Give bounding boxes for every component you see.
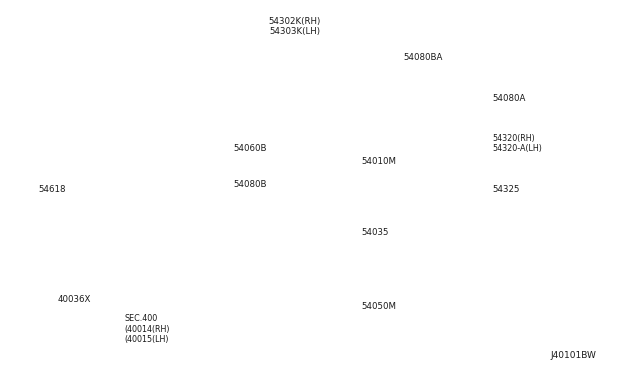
Text: 54302K(RH)
54303K(LH): 54302K(RH) 54303K(LH) (268, 17, 321, 36)
Text: SEC.400
(40014(RH)
(40015(LH): SEC.400 (40014(RH) (40015(LH) (125, 314, 170, 344)
Text: 54080A: 54080A (493, 94, 526, 103)
Text: 54080BA: 54080BA (403, 53, 443, 62)
Text: 54080B: 54080B (234, 180, 267, 189)
Text: 40036X: 40036X (58, 295, 91, 304)
Text: 54035: 54035 (362, 228, 389, 237)
Text: 54320(RH)
54320-A(LH): 54320(RH) 54320-A(LH) (493, 134, 543, 153)
Text: 54618: 54618 (38, 185, 66, 194)
Text: J40101BW: J40101BW (550, 351, 596, 360)
Text: 54050M: 54050M (362, 302, 397, 311)
Text: 54010M: 54010M (362, 157, 397, 166)
Text: 54060B: 54060B (234, 144, 267, 153)
Text: 54325: 54325 (493, 185, 520, 194)
